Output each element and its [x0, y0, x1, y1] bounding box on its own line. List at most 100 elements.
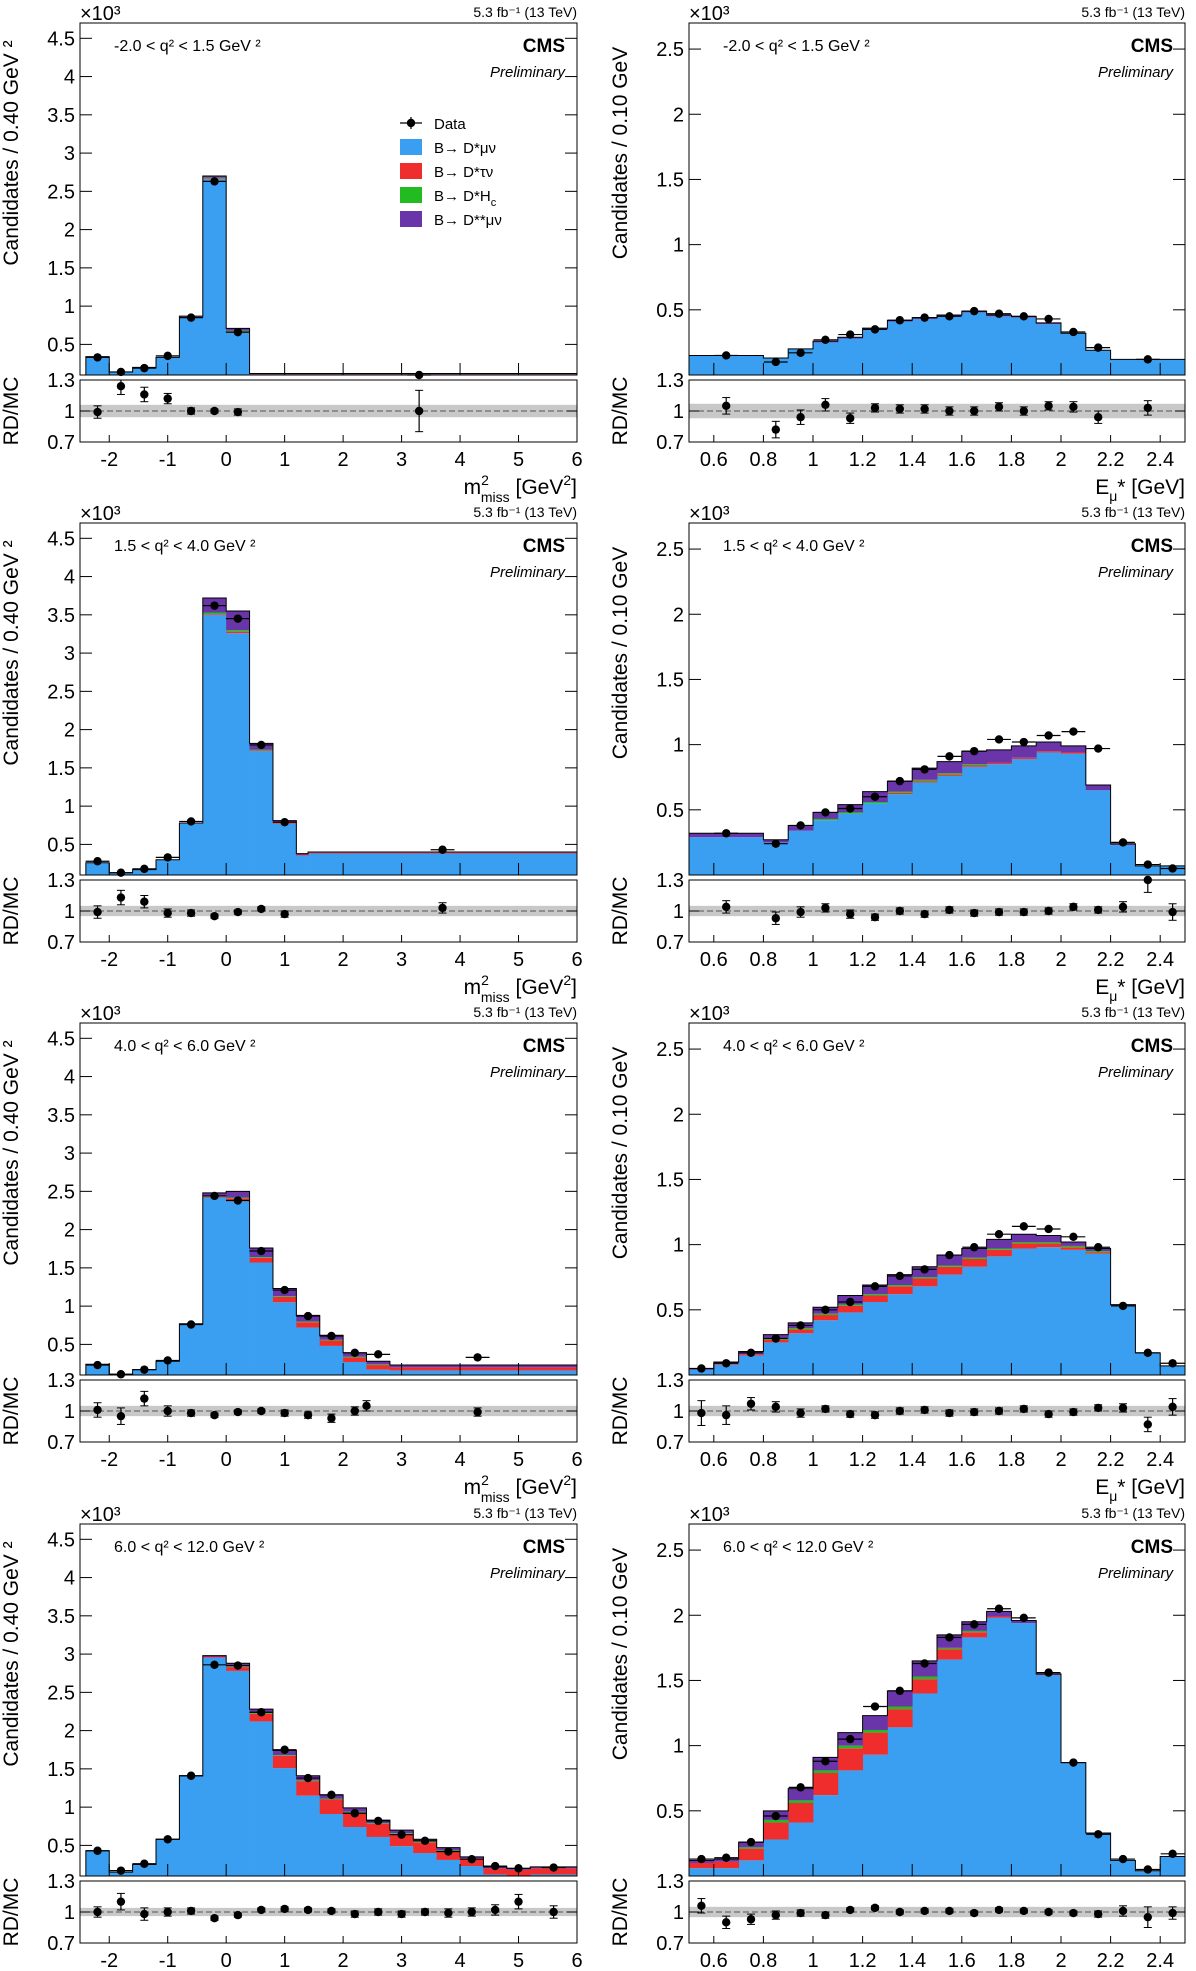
y-tick-label: 1.5	[47, 1258, 75, 1280]
x-tick-label: 1.6	[948, 1950, 976, 1971]
bar-mu	[1085, 1832, 1111, 1876]
main-ticks: 0.5 1 1.5 2 2.5	[656, 39, 1185, 442]
bar-mu	[179, 1324, 204, 1375]
bar-tau	[713, 1861, 739, 1869]
y-tick-label: 4	[64, 1568, 75, 1590]
ratio-point	[362, 1401, 371, 1411]
data-point	[140, 1859, 149, 1868]
ratio-point	[796, 413, 805, 422]
data-point	[186, 313, 196, 322]
bar-tau	[1061, 752, 1087, 754]
ratio-panel: 0.7 1 1.3	[47, 1871, 578, 1955]
ratio-y-tick-label: 0.7	[656, 432, 684, 454]
bar-tau	[366, 1823, 391, 1837]
bar-tau	[249, 1257, 274, 1263]
lumi-label: 5.3 fb⁻¹ (13 TeV)	[473, 504, 577, 520]
ratio-point	[945, 905, 954, 915]
exponent-label: ×10³	[80, 3, 121, 25]
y-tick-label: 2	[64, 720, 75, 742]
ratio-point	[93, 1907, 102, 1917]
bar-hc	[837, 1745, 863, 1749]
ratio-point	[116, 893, 126, 902]
x-axis-title-part: μ	[1109, 1488, 1117, 1504]
bar-mu	[366, 1836, 391, 1876]
bar-tau	[343, 1812, 367, 1828]
data-point	[994, 309, 1004, 318]
data-point	[895, 1271, 904, 1281]
ratio-point	[1118, 1906, 1128, 1916]
ratio-point	[374, 1907, 383, 1917]
bar-tau	[862, 1732, 888, 1755]
bar-mu	[887, 794, 913, 875]
data-point	[1118, 838, 1128, 847]
data-point	[1019, 1613, 1028, 1623]
data-point	[163, 1835, 172, 1844]
data-point	[210, 177, 219, 186]
ratio-point	[1094, 1403, 1103, 1413]
ratio-point	[1044, 906, 1053, 916]
ratio-y-tick-label: 1.3	[47, 1871, 75, 1893]
legend-label-hc: B→ D*Hc	[434, 188, 497, 209]
bar-hc	[1036, 1242, 1062, 1244]
data-point	[467, 1854, 476, 1864]
exponent-label: ×10³	[689, 503, 730, 525]
bar-mu	[1085, 350, 1111, 375]
x-tick-label: 1.2	[849, 449, 877, 471]
ratio-point	[994, 1905, 1004, 1915]
chart-panel-emu_q2bin3: 0.5 1 1.5 2 2.5 0.7 1 1.3 0.6 0.8 1 1.2 1.4 1.6 1.8 2 2.…	[609, 1003, 1186, 1504]
bar-tau	[961, 1258, 987, 1267]
bar-dss	[961, 751, 987, 765]
bar-hc	[887, 1706, 913, 1710]
ratio-point	[473, 1407, 482, 1417]
data-point	[1044, 1668, 1053, 1677]
data-point	[846, 330, 855, 339]
ratio-point	[1069, 1908, 1078, 1918]
ratio-point	[163, 394, 172, 403]
x-tick-label: 1	[807, 449, 818, 471]
bar-mu	[837, 1312, 863, 1375]
y-tick-label: 1.5	[656, 669, 684, 691]
bar-tau	[1036, 1243, 1062, 1248]
x-tick-label: 1.6	[948, 1449, 976, 1471]
x-tick-label: 1.6	[948, 449, 976, 471]
ratio-point	[1143, 403, 1153, 413]
bar-mu	[937, 1659, 963, 1876]
data-point	[1143, 1348, 1153, 1358]
ratio-point	[116, 1897, 126, 1906]
preliminary-label: Preliminary	[490, 1565, 567, 1582]
main-frame	[79, 1523, 578, 1877]
x-tick-label: 1.8	[997, 1950, 1025, 1971]
x-tick-label: -1	[159, 949, 177, 971]
y-tick-label: 1	[673, 1736, 684, 1758]
data-point	[722, 1853, 731, 1862]
x-tick-label: 1.2	[849, 949, 877, 971]
bar-tau	[837, 1748, 863, 1771]
data-point	[374, 1350, 383, 1359]
ratio-y-tick-label: 1.3	[656, 1871, 684, 1893]
x-tick-label: 4	[454, 1950, 465, 1971]
x-tick-label: 0.8	[749, 449, 777, 471]
x-tick-label: 1.4	[898, 449, 926, 471]
x-tick-label: 0	[221, 949, 232, 971]
bar-mu	[813, 1320, 839, 1375]
ratio-y-tick-label: 0.7	[47, 432, 75, 454]
x-tick-label: -2	[100, 1950, 118, 1971]
ratio-point	[846, 909, 855, 919]
ratio-point	[722, 902, 731, 912]
ratio-point	[186, 1906, 196, 1916]
legend-label-mu: B→ D*μν	[434, 140, 496, 157]
data-point	[163, 351, 172, 361]
ratio-point	[233, 907, 243, 917]
bar-hc	[813, 1770, 839, 1774]
ratio-point	[140, 1909, 149, 1919]
ratio-point	[327, 1414, 336, 1423]
y-tick-label: 2.5	[656, 539, 684, 561]
stack-bars	[85, 597, 578, 875]
bar-tau	[389, 1367, 578, 1371]
legend-label-part: c	[491, 197, 497, 209]
exponent-label: ×10³	[80, 1504, 121, 1526]
x-tick-label: 2.4	[1146, 949, 1174, 971]
x-axis-title-part: 2	[481, 472, 489, 488]
bar-mu	[85, 1364, 110, 1375]
